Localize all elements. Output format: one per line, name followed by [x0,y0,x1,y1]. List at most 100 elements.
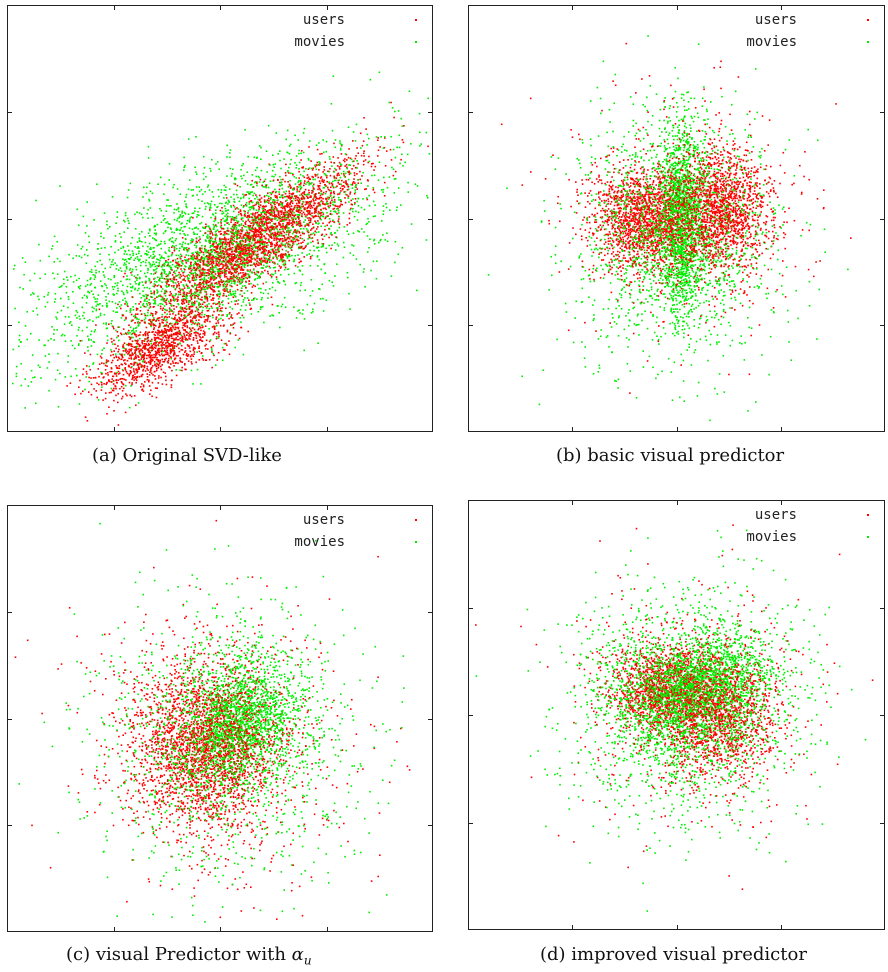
point [247,247,250,250]
point [247,239,249,241]
point [162,219,165,221]
point [305,168,307,170]
point [284,245,286,247]
point [179,264,182,267]
point [299,199,301,202]
point [87,290,89,293]
point [293,211,295,214]
point [210,257,212,260]
point [334,167,336,170]
point [248,283,250,285]
point [203,278,205,281]
point [78,315,81,318]
point [181,270,183,272]
point [120,270,123,272]
point [352,131,355,133]
point [357,230,359,232]
point [123,347,126,350]
point [219,268,222,270]
point [189,295,192,297]
point [227,252,229,254]
point [118,305,121,308]
point [255,209,258,211]
point [149,282,152,284]
point [317,231,320,233]
point [300,193,303,195]
point [114,302,117,305]
point [285,225,287,227]
point [284,172,287,174]
point [114,353,117,355]
point [144,241,147,244]
point [131,268,134,271]
point [196,290,198,293]
point [228,242,231,244]
point [207,272,209,274]
point [173,248,176,251]
point [252,206,254,208]
point [190,288,192,291]
point [335,186,337,188]
point [385,150,388,152]
point [392,168,395,171]
point [137,325,140,327]
point [247,233,250,236]
point [270,225,272,228]
point [356,167,358,169]
point [120,280,122,283]
point [352,232,355,234]
point [275,234,277,237]
point [307,222,309,225]
point [240,250,243,252]
point [351,187,354,189]
point [260,220,262,223]
point [175,237,178,240]
point [142,260,144,263]
point [354,189,357,191]
point [233,280,235,282]
point [224,243,226,245]
point [152,348,155,350]
point [362,271,365,273]
point [105,362,107,364]
point [359,178,361,181]
point [386,232,388,234]
point [284,218,286,220]
point [123,253,126,255]
point [257,222,259,225]
point [211,259,213,261]
point [84,232,87,234]
point [256,270,258,273]
point [308,219,310,222]
point [298,220,300,223]
point [153,290,156,293]
point [211,285,214,288]
point [286,206,289,208]
point [299,211,301,214]
point [344,153,347,155]
point [279,232,281,235]
point [286,226,289,229]
point [312,167,314,170]
point [340,200,342,203]
point [205,295,207,297]
point [216,257,219,260]
point [307,197,309,199]
point [299,173,302,176]
point [244,129,246,131]
point [211,349,213,352]
point [116,371,118,374]
point [254,235,256,238]
point [275,251,277,254]
point [328,156,331,158]
point [106,302,108,305]
point [127,245,129,247]
point [208,303,210,305]
point [331,234,333,236]
point [198,236,201,238]
point [149,190,152,193]
point [262,267,264,269]
point [308,211,311,214]
point [211,269,214,272]
point [198,298,201,301]
